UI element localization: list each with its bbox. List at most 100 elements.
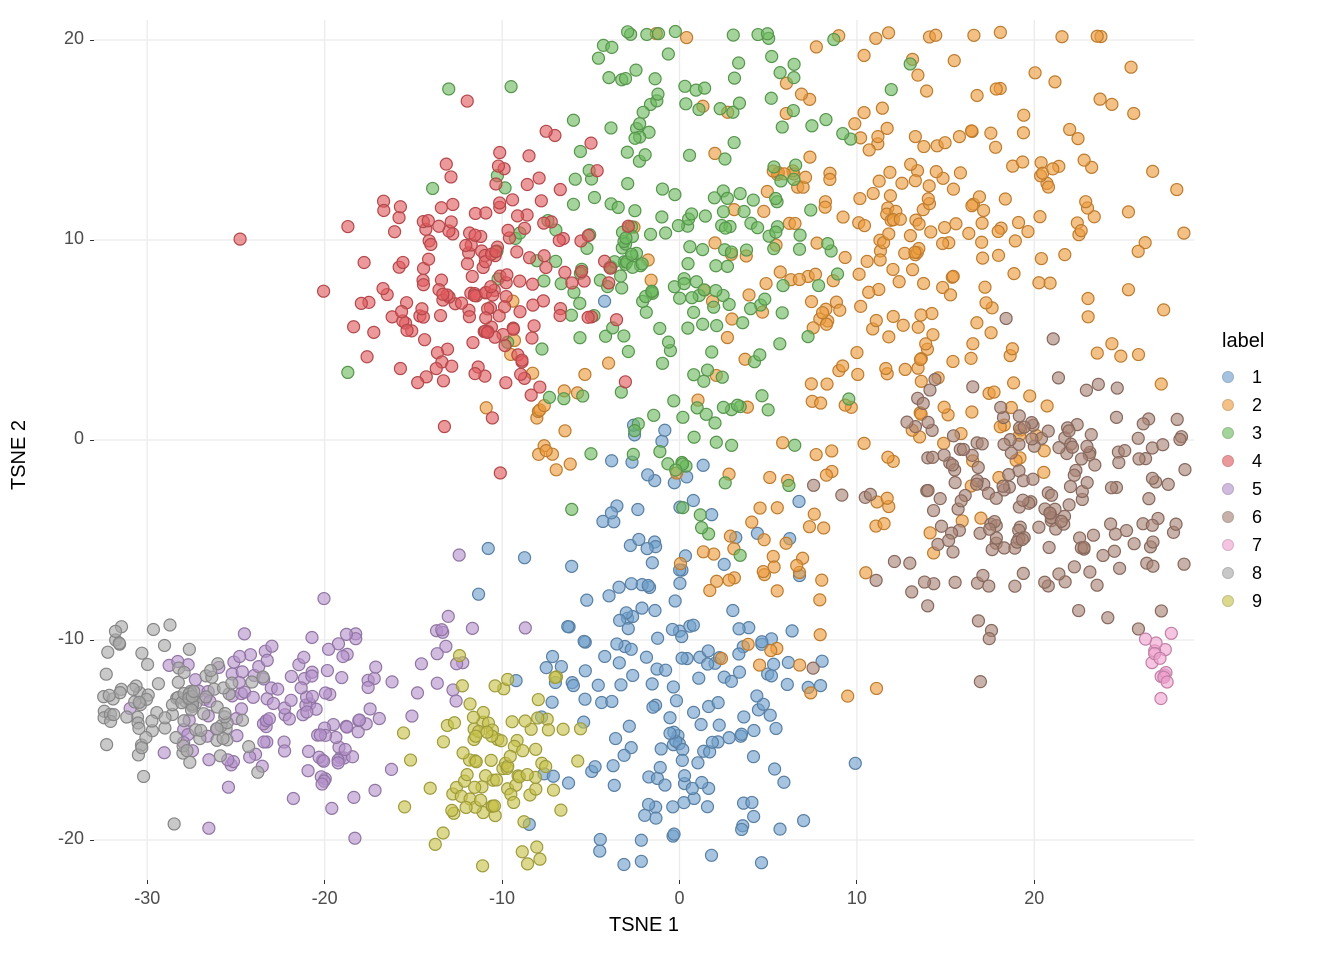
- data-point: [853, 268, 865, 280]
- data-point: [303, 745, 315, 757]
- data-point: [142, 658, 154, 670]
- data-point: [389, 226, 401, 238]
- data-point: [318, 285, 330, 297]
- data-point: [688, 306, 700, 318]
- data-point: [669, 189, 681, 201]
- data-point: [1041, 400, 1053, 412]
- data-point: [947, 355, 959, 367]
- data-point: [697, 244, 709, 256]
- data-point: [1000, 312, 1012, 324]
- data-point: [901, 416, 913, 428]
- data-point: [553, 234, 565, 246]
- data-point: [1161, 676, 1173, 688]
- data-point: [258, 736, 270, 748]
- data-point: [721, 260, 733, 272]
- data-point: [648, 409, 660, 421]
- data-point: [494, 147, 506, 159]
- data-point: [768, 658, 780, 670]
- data-point: [399, 801, 411, 813]
- data-point: [467, 337, 479, 349]
- data-point: [1170, 518, 1182, 530]
- data-point: [1044, 507, 1056, 519]
- legend-item: 9: [1222, 587, 1264, 615]
- data-point: [1171, 184, 1183, 196]
- data-point: [805, 204, 817, 216]
- data-point: [640, 306, 652, 318]
- legend-swatch: [1222, 567, 1234, 579]
- data-point: [874, 254, 886, 266]
- data-point: [954, 167, 966, 179]
- data-point: [904, 230, 916, 242]
- data-point: [881, 492, 893, 504]
- data-point: [1140, 633, 1152, 645]
- data-point: [603, 277, 615, 289]
- data-point: [657, 357, 669, 369]
- data-point: [481, 326, 493, 338]
- data-point: [660, 664, 672, 676]
- data-point: [614, 614, 626, 626]
- data-point: [710, 285, 722, 297]
- data-point: [949, 576, 961, 588]
- data-point: [971, 317, 983, 329]
- data-point: [1155, 605, 1167, 617]
- data-point: [397, 256, 409, 268]
- data-point: [473, 588, 485, 600]
- data-point: [121, 711, 133, 723]
- data-point: [686, 782, 698, 794]
- data-point: [612, 201, 624, 213]
- data-point: [574, 297, 586, 309]
- data-point: [920, 338, 932, 350]
- data-point: [339, 744, 351, 756]
- data-point: [1064, 123, 1076, 135]
- data-point: [710, 260, 722, 272]
- data-point: [701, 801, 713, 813]
- data-point: [298, 651, 310, 663]
- data-point: [563, 777, 575, 789]
- legend-items: 123456789: [1222, 363, 1264, 615]
- data-point: [674, 292, 686, 304]
- data-point: [774, 67, 786, 79]
- data-point: [699, 210, 711, 222]
- data-point: [947, 270, 959, 282]
- data-point: [1029, 67, 1041, 79]
- data-point: [747, 751, 759, 763]
- data-point: [664, 727, 676, 739]
- data-point: [447, 198, 459, 210]
- data-point: [502, 673, 514, 685]
- data-point: [798, 815, 810, 827]
- data-point: [699, 82, 711, 94]
- data-point: [594, 833, 606, 845]
- data-point: [640, 651, 652, 663]
- data-point: [990, 492, 1002, 504]
- tsne-scatter-figure: TSNE 1 TSNE 2 -30-20-1001020 -20-1001020…: [0, 0, 1344, 960]
- data-point: [457, 747, 469, 759]
- data-point: [181, 745, 193, 757]
- data-point: [883, 331, 895, 343]
- data-point: [984, 523, 996, 535]
- data-point: [1110, 411, 1122, 423]
- data-point: [674, 577, 686, 589]
- data-point: [887, 263, 899, 275]
- data-point: [728, 72, 740, 84]
- data-point: [810, 449, 822, 461]
- data-point: [834, 304, 846, 316]
- legend-label: 2: [1252, 395, 1262, 416]
- data-point: [1147, 536, 1159, 548]
- data-point: [720, 222, 732, 234]
- data-point: [757, 566, 769, 578]
- data-point: [540, 761, 552, 773]
- data-point: [819, 201, 831, 213]
- data-point: [756, 390, 768, 402]
- data-point: [1017, 156, 1029, 168]
- data-point: [774, 266, 786, 278]
- data-point: [1003, 469, 1015, 481]
- data-point: [928, 505, 940, 517]
- data-point: [136, 742, 148, 754]
- data-point: [710, 436, 722, 448]
- data-point: [302, 765, 314, 777]
- x-tick: [147, 880, 148, 884]
- data-point: [697, 318, 709, 330]
- data-point: [802, 331, 814, 343]
- data-point: [686, 292, 698, 304]
- data-point: [589, 761, 601, 773]
